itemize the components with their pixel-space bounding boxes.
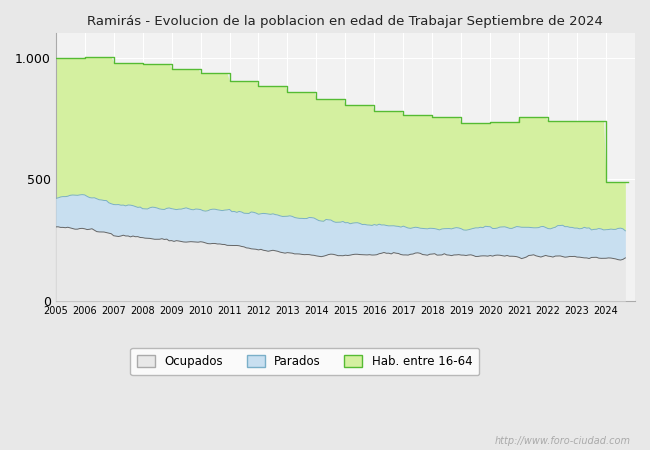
- Legend: Ocupados, Parados, Hab. entre 16-64: Ocupados, Parados, Hab. entre 16-64: [131, 348, 479, 375]
- Title: Ramirás - Evolucion de la poblacion en edad de Trabajar Septiembre de 2024: Ramirás - Evolucion de la poblacion en e…: [88, 15, 603, 28]
- Text: http://www.foro-ciudad.com: http://www.foro-ciudad.com: [495, 436, 630, 446]
